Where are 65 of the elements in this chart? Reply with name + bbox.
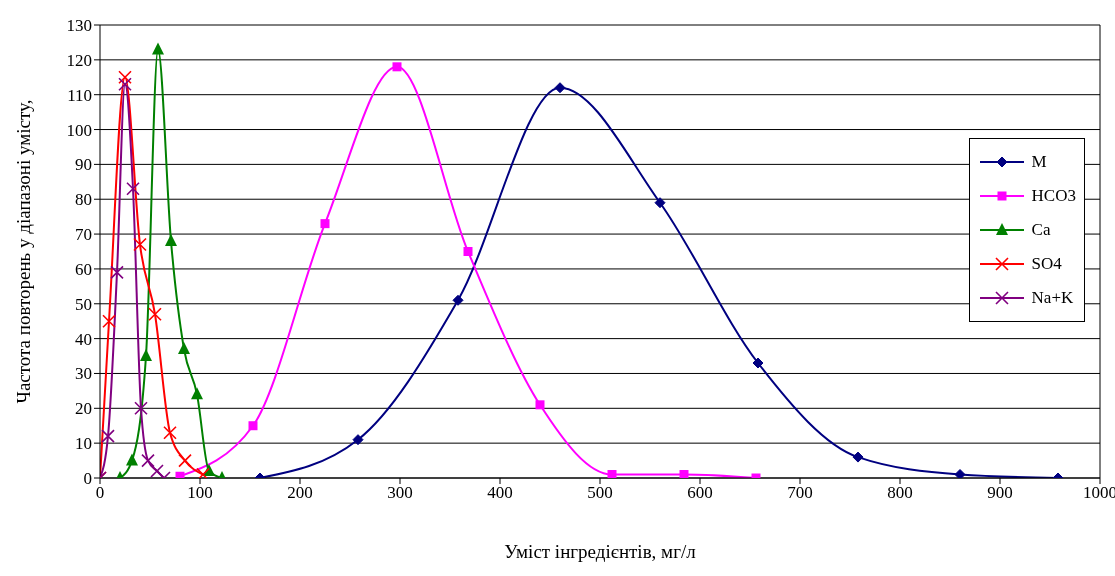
point	[163, 425, 177, 440]
legend-label: M	[1031, 152, 1047, 172]
y-tick-label: 60	[75, 259, 92, 279]
y-tick-label: 0	[83, 469, 92, 489]
x-tick-label: 600	[687, 483, 713, 503]
point	[248, 421, 258, 431]
point	[954, 469, 966, 478]
point	[392, 62, 402, 72]
x-tick-label: 0	[95, 483, 105, 503]
x-tick-label: 100	[187, 483, 213, 503]
y-tick-label: 80	[75, 190, 92, 210]
x-tick-label: 900	[987, 483, 1013, 503]
point	[196, 467, 210, 478]
y-tick-label: 90	[75, 155, 92, 175]
point	[535, 400, 545, 410]
legend-label: Na+K	[1031, 288, 1074, 308]
point	[118, 77, 132, 92]
y-tick-label: 20	[75, 399, 92, 419]
point	[654, 197, 666, 209]
point	[607, 470, 617, 478]
y-axis-title: Частота повторень у діапазоні умісту,	[13, 99, 35, 404]
point	[752, 357, 764, 369]
point	[452, 294, 464, 306]
x-axis-title: Уміст інгредієнтів, мг/л	[504, 541, 697, 562]
point	[463, 247, 473, 256]
x-tick-label: 300	[387, 483, 413, 503]
point	[852, 451, 864, 463]
y-tick-label: 130	[66, 16, 92, 36]
point	[110, 265, 124, 280]
point	[101, 429, 115, 443]
point	[133, 237, 147, 252]
y-tick-label: 120	[66, 50, 92, 70]
point	[320, 219, 330, 229]
point	[126, 453, 138, 466]
point	[126, 181, 140, 196]
point	[102, 314, 116, 328]
y-tick-label: 110	[67, 85, 92, 105]
point	[140, 349, 152, 362]
y-tick-label: 30	[75, 364, 92, 384]
x-tick-label: 200	[287, 483, 313, 503]
point	[178, 453, 192, 468]
x-tick-label: 700	[787, 483, 813, 503]
legend-label: SO4	[1031, 254, 1062, 274]
y-tick-label: 40	[75, 329, 92, 349]
y-tick-label: 100	[66, 120, 92, 140]
point	[175, 471, 185, 478]
x-tick-label: 400	[487, 483, 513, 503]
point	[141, 453, 155, 468]
point	[150, 464, 164, 478]
y-tick-label: 70	[75, 225, 92, 245]
legend-label: Ca	[1031, 220, 1051, 240]
point	[152, 42, 164, 55]
point	[165, 234, 177, 247]
y-tick-label: 10	[75, 434, 92, 454]
point	[679, 470, 689, 478]
x-tick-label: 500	[587, 483, 613, 503]
y-tick-label: 50	[75, 294, 92, 314]
point	[554, 82, 566, 94]
legend-label: HCO3	[1031, 186, 1076, 206]
point	[148, 307, 162, 322]
point	[178, 342, 190, 355]
point	[191, 387, 203, 400]
point	[352, 434, 364, 446]
point	[134, 401, 148, 416]
x-tick-label: 800	[887, 483, 913, 503]
